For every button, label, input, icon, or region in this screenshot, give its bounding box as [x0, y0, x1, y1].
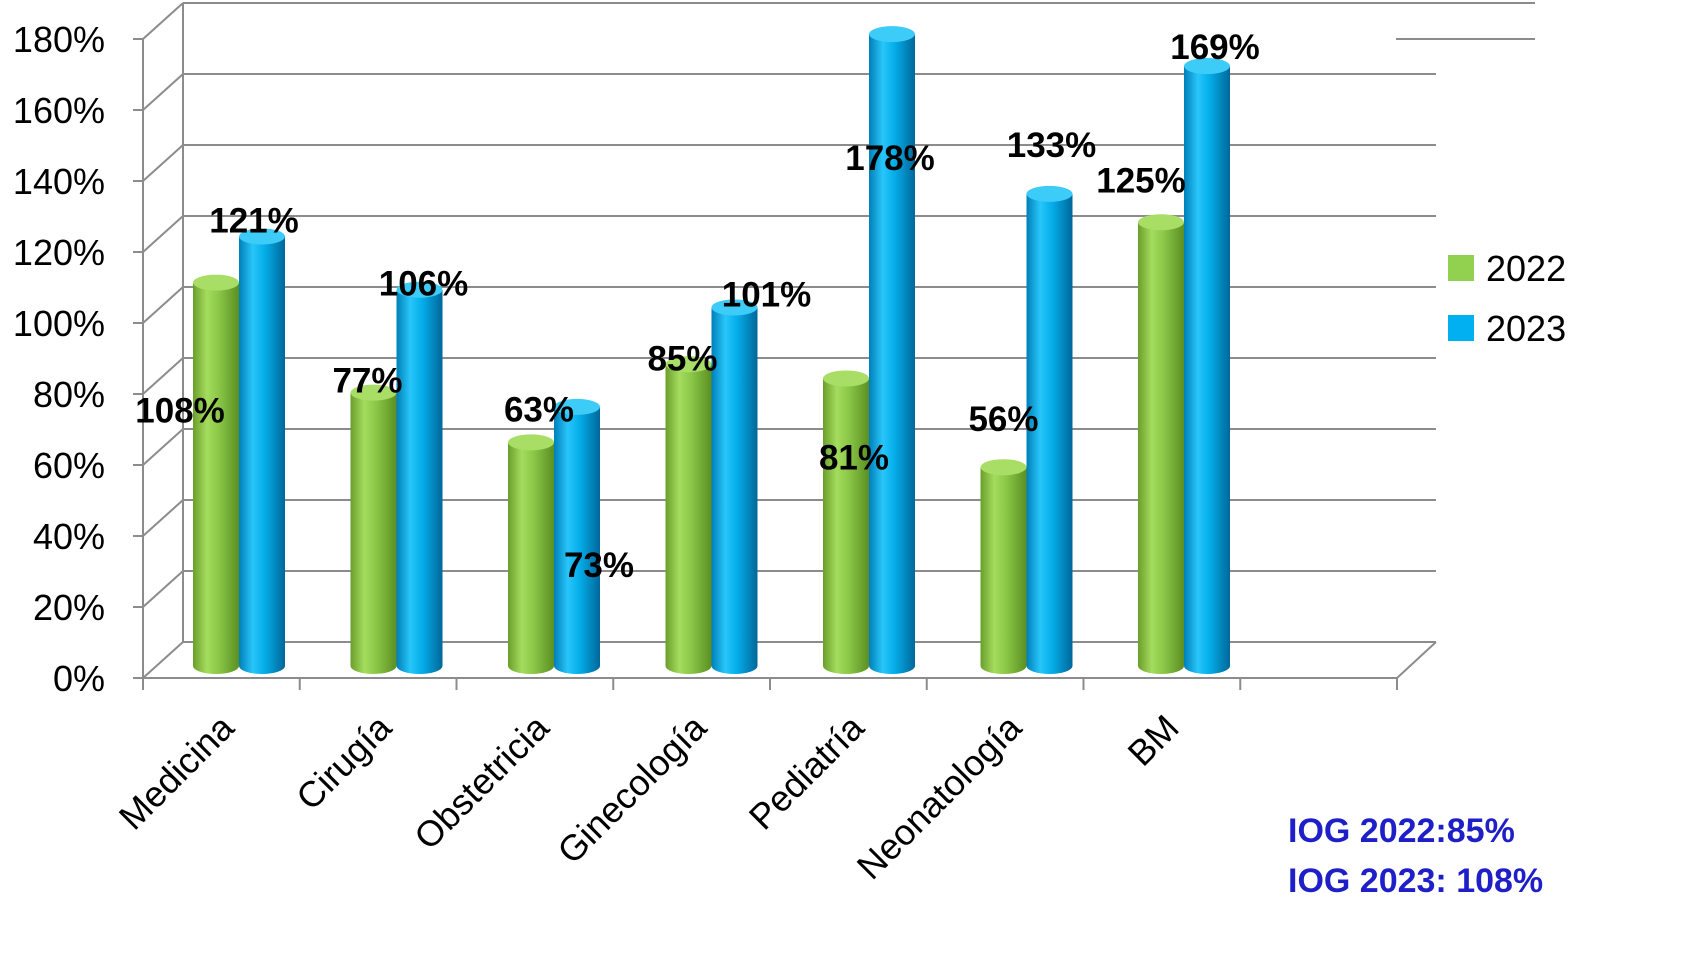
- category-label: Ginecología: [549, 706, 715, 872]
- bar-body: [1184, 66, 1230, 675]
- y-tick-label: 80%: [33, 374, 105, 415]
- bar-top: [193, 274, 239, 291]
- bar-body: [1138, 222, 1184, 674]
- bar-body: [665, 364, 712, 674]
- data-label: 63%: [504, 390, 574, 429]
- gridline-diagonal: [142, 73, 184, 111]
- y-tick-label: 60%: [33, 445, 105, 486]
- bar-body: [1026, 193, 1073, 674]
- y-axis-tick-labels: 0% 20% 40% 60% 80% 100% 120% 140% 160% 180%: [13, 19, 105, 699]
- gridline-diagonal: [142, 428, 184, 466]
- data-label: 101%: [722, 275, 812, 314]
- gridline-diagonal: [142, 286, 184, 324]
- bar-body: [350, 392, 397, 674]
- data-label: 77%: [332, 362, 402, 401]
- legend-label-2023: 2023: [1486, 308, 1566, 349]
- bar-2023-cirugía: [396, 281, 443, 674]
- legend-swatch-2022: [1448, 255, 1474, 281]
- gridline-diagonal: [142, 357, 184, 395]
- bar-top: [350, 384, 397, 401]
- legend: 2022 2023: [1448, 248, 1566, 349]
- bar-top: [823, 370, 869, 387]
- bar-2023-bm: [1184, 58, 1230, 675]
- bar-top: [508, 434, 554, 451]
- y-tick-label: 140%: [13, 161, 105, 202]
- y-tick-label: 120%: [13, 232, 105, 273]
- bar-body: [508, 442, 554, 674]
- gridline-diagonal: [142, 570, 184, 608]
- bar-top: [665, 356, 712, 373]
- gridline-diagonal: [142, 2, 184, 40]
- bar-top: [1138, 214, 1184, 231]
- bar-body: [193, 282, 239, 674]
- gridline-diagonal: [142, 499, 184, 537]
- bar-top: [396, 281, 443, 298]
- category-label: Obstetricia: [406, 706, 557, 857]
- bar-top: [980, 459, 1027, 476]
- y-tick-label: 20%: [33, 587, 105, 628]
- bar-top: [554, 398, 600, 415]
- gridline-diagonal: [142, 215, 184, 253]
- iog-2023-note: IOG 2023: 108%: [1288, 862, 1544, 900]
- bar-2023-medicina: [239, 228, 285, 674]
- bar-2022-pediatría: [823, 370, 869, 674]
- bar-2023-pediatría: [869, 26, 915, 675]
- bar-body: [823, 378, 869, 674]
- data-label: 178%: [845, 139, 935, 178]
- legend-label-2022: 2022: [1486, 248, 1566, 289]
- bar-top: [239, 228, 285, 245]
- data-label: 125%: [1096, 161, 1186, 200]
- bar-2023-neonatología: [1026, 185, 1073, 674]
- bar-body: [869, 34, 915, 675]
- iog-2022-note: IOG 2022:85%: [1288, 812, 1515, 850]
- data-label: 56%: [968, 400, 1038, 439]
- bar-body: [239, 236, 285, 674]
- y-tick-label: 0%: [53, 658, 105, 699]
- bar-top: [1026, 185, 1073, 202]
- bar-body: [396, 289, 443, 674]
- bar-body: [554, 406, 600, 674]
- bar-2022-cirugía: [350, 384, 397, 674]
- bar-top: [869, 26, 915, 43]
- y-tick-label: 160%: [13, 90, 105, 131]
- data-label: 106%: [379, 265, 469, 304]
- bars: [193, 26, 1230, 675]
- y-tick-label: 180%: [13, 19, 105, 60]
- y-tick-label: 40%: [33, 516, 105, 557]
- category-label: Pediatría: [741, 706, 873, 838]
- data-label: 133%: [1007, 126, 1097, 165]
- data-label: 169%: [1170, 28, 1260, 67]
- bar-2023-ginecología: [711, 299, 758, 674]
- category-label: BM: [1119, 707, 1186, 774]
- gridline-diagonal: [142, 641, 184, 679]
- bar-body: [980, 467, 1027, 674]
- bar-2022-neonatología: [980, 459, 1027, 674]
- data-labels: 108% 121% 77% 106% 63% 73% 85%101% 81% 178% 56% 13…: [135, 28, 1260, 585]
- category-label: Medicina: [111, 706, 243, 838]
- data-label: 85%: [647, 339, 717, 378]
- bar-top: [1184, 58, 1230, 75]
- bar-body: [711, 307, 758, 674]
- bar-2022-ginecología: [665, 356, 712, 674]
- data-label: 81%: [819, 438, 889, 477]
- bar-2023-obstetricia: [554, 398, 600, 674]
- y-tick-label: 100%: [13, 303, 105, 344]
- category-label: Neonatología: [849, 706, 1030, 887]
- bar-2022-bm: [1138, 214, 1184, 674]
- data-label: 121%: [209, 201, 299, 240]
- data-label: 73%: [564, 546, 634, 585]
- bar-2022-obstetricia: [508, 434, 554, 674]
- legend-swatch-2023: [1448, 315, 1474, 341]
- gridline-diagonal: [142, 144, 184, 182]
- floor-right-edge: [1396, 641, 1437, 679]
- data-label: 108%: [135, 392, 225, 431]
- bar-2022-medicina: [193, 274, 239, 674]
- bar-top: [711, 299, 758, 316]
- category-label: Cirugía: [288, 706, 400, 818]
